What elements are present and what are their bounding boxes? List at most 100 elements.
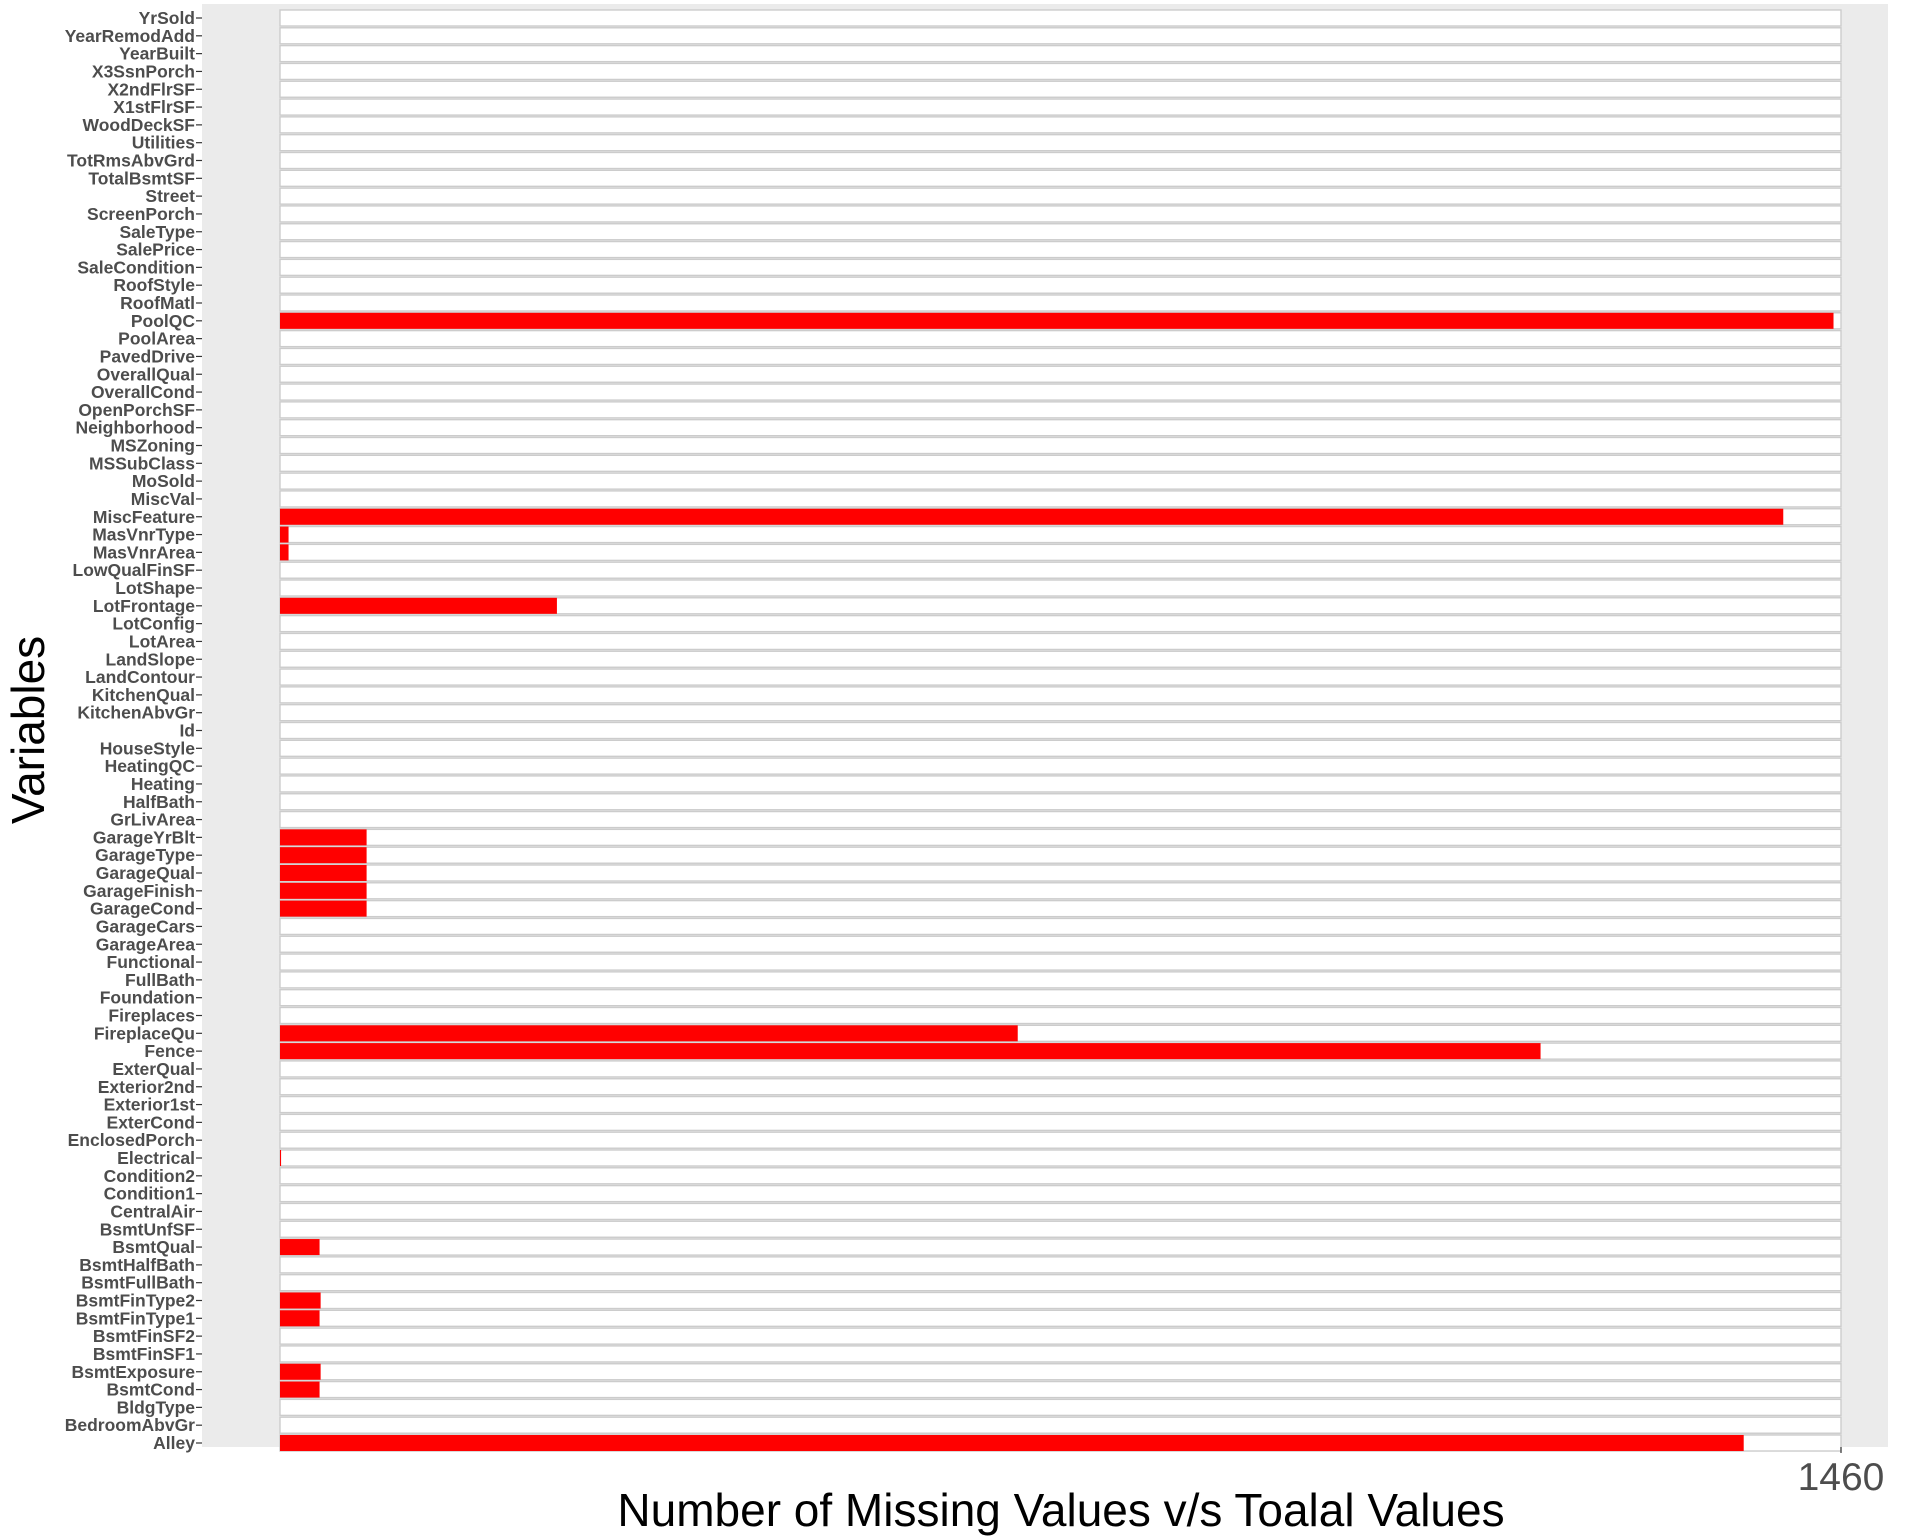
- total-bar-x1stflrsf: [279, 98, 1842, 116]
- y-tick-label-neighborhood: Neighborhood: [75, 418, 195, 438]
- total-bar-fireplaces: [279, 1006, 1842, 1025]
- y-tick-label-x1stflrsf: X1stFlrSF: [113, 97, 195, 117]
- y-tick-label-x2ndflrsf: X2ndFlrSF: [107, 79, 195, 99]
- y-tick-label-bsmtfintype2: BsmtFinType2: [76, 1291, 196, 1311]
- total-bar-bsmtcond: [279, 1380, 1842, 1399]
- y-tick-label-heatingqc: HeatingQC: [105, 756, 196, 776]
- total-bar-kitchenabvgr: [279, 703, 1842, 722]
- total-bar-mszoning: [279, 436, 1842, 455]
- y-tick-label-bsmtfullbath: BsmtFullBath: [81, 1273, 195, 1293]
- total-bar-exterior1st: [279, 1095, 1842, 1114]
- y-tick-label-bsmtqual: BsmtQual: [112, 1237, 195, 1257]
- y-tick-label-poolarea: PoolArea: [118, 329, 195, 349]
- total-bar-functional: [279, 953, 1842, 971]
- total-bar-bsmtfintype2: [279, 1291, 1842, 1310]
- y-tick-label-roofmatl: RoofMatl: [120, 293, 195, 313]
- total-bar-masvnrtype: [279, 525, 1842, 544]
- total-bar-mosold: [279, 472, 1842, 490]
- total-bar-bsmtfintype1: [279, 1309, 1842, 1328]
- total-bar-garagefinish: [279, 882, 1842, 900]
- total-bar-enclosedporch: [279, 1131, 1842, 1149]
- y-tick-label-masvnrarea: MasVnrArea: [93, 542, 195, 562]
- total-bar-salecondition: [279, 258, 1842, 277]
- y-tick-label-lotconfig: LotConfig: [112, 614, 195, 634]
- total-bar-garageyrblt: [279, 828, 1842, 847]
- y-tick-label-bsmthalfbath: BsmtHalfBath: [79, 1255, 195, 1275]
- missing-bar-lotfrontage: [280, 597, 557, 614]
- y-tick-label-overallcond: OverallCond: [91, 382, 195, 402]
- x-axis-title: Number of Missing Values v/s Toalal Valu…: [617, 1484, 1504, 1536]
- y-tick-label-enclosedporch: EnclosedPorch: [68, 1130, 195, 1150]
- missing-bars: [280, 312, 1834, 1452]
- total-bar-lowqualfinsf: [279, 561, 1842, 579]
- y-tick-label-lotfrontage: LotFrontage: [93, 596, 195, 616]
- y-tick-label-bldgtype: BldgType: [117, 1397, 196, 1417]
- missing-bar-garagetype: [280, 847, 367, 864]
- y-tick-label-fireplacequ: FireplaceQu: [94, 1023, 195, 1043]
- y-tick-label-bsmtfinsf1: BsmtFinSF1: [93, 1344, 195, 1364]
- y-tick-label-foundation: Foundation: [100, 988, 195, 1008]
- total-bar-garagequal: [279, 864, 1842, 882]
- total-bar-condition1: [279, 1184, 1842, 1203]
- x-tick-label: 1460: [1798, 1456, 1885, 1499]
- y-tick-label-lowqualfinsf: LowQualFinSF: [73, 560, 196, 580]
- total-bar-overallcond: [279, 383, 1842, 401]
- y-tick-label-poolqc: PoolQC: [131, 311, 196, 331]
- y-tick-label-garagearea: GarageArea: [96, 934, 195, 954]
- total-bar-exterior2nd: [279, 1078, 1842, 1096]
- total-bar-roofstyle: [279, 276, 1842, 294]
- y-tick-label-roofstyle: RoofStyle: [113, 275, 195, 295]
- total-bar-lotconfig: [279, 614, 1842, 633]
- y-tick-label-bsmtfintype1: BsmtFinType1: [76, 1308, 196, 1328]
- y-tick-label-garagecars: GarageCars: [96, 916, 195, 936]
- total-bar-bsmtfinsf1: [279, 1345, 1842, 1363]
- y-tick-label-kitchenqual: KitchenQual: [92, 685, 195, 705]
- total-bar-id: [279, 721, 1842, 740]
- y-tick-label-x3ssnporch: X3SsnPorch: [92, 61, 195, 81]
- total-bar-overallqual: [279, 365, 1842, 383]
- y-tick-label-landslope: LandSlope: [106, 649, 196, 669]
- missing-bar-garagefinish: [280, 882, 367, 899]
- total-bar-masvnrarea: [279, 543, 1842, 562]
- missing-bar-bsmtexposure: [280, 1363, 321, 1380]
- total-bar-bsmtunfsf: [279, 1220, 1842, 1238]
- y-tick-label-bsmtexposure: BsmtExposure: [71, 1362, 195, 1382]
- y-tick-label-electrical: Electrical: [117, 1148, 195, 1168]
- y-tick-label-mosold: MoSold: [132, 471, 195, 491]
- missing-bar-bsmtfintype1: [280, 1310, 320, 1327]
- missing-bar-poolqc: [280, 312, 1834, 329]
- total-bar-electrical: [279, 1149, 1842, 1167]
- total-bar-garagecars: [279, 917, 1842, 936]
- total-bar-garagetype: [279, 846, 1842, 864]
- y-tick-label-saletype: SaleType: [119, 222, 195, 242]
- missing-bar-masvnrtype: [280, 526, 289, 543]
- y-tick-label-openporchsf: OpenPorchSF: [78, 400, 195, 420]
- y-tick-label-bsmtcond: BsmtCond: [107, 1380, 195, 1400]
- total-bar-wooddecksf: [279, 116, 1842, 134]
- total-bar-garagearea: [279, 935, 1842, 953]
- total-bar-foundation: [279, 988, 1842, 1007]
- y-tick-label-alley: Alley: [153, 1433, 195, 1453]
- y-tick-label-condition1: Condition1: [104, 1184, 196, 1204]
- y-tick-label-garagetype: GarageType: [95, 845, 195, 865]
- total-bar-landslope: [279, 650, 1842, 668]
- total-bar-x3ssnporch: [279, 62, 1842, 81]
- missing-bar-garagecond: [280, 900, 367, 917]
- y-tick-label-miscfeature: MiscFeature: [93, 507, 195, 527]
- total-bar-roofmatl: [279, 294, 1842, 312]
- missing-bar-bsmtfintype2: [280, 1292, 321, 1309]
- total-bar-miscval: [279, 490, 1842, 508]
- y-tick-label-fence: Fence: [144, 1041, 195, 1061]
- total-bar-centralair: [279, 1202, 1842, 1221]
- y-tick-label-functional: Functional: [107, 952, 195, 972]
- total-bar-saleprice: [279, 240, 1842, 259]
- missing-bar-miscfeature: [280, 508, 1784, 525]
- total-bar-mssubclass: [279, 454, 1842, 473]
- y-tick-label-halfbath: HalfBath: [123, 792, 195, 812]
- y-tick-label-yearremodadd: YearRemodAdd: [65, 26, 195, 46]
- y-tick-label-exterior2nd: Exterior2nd: [98, 1077, 195, 1097]
- total-bar-bsmtfinsf2: [279, 1327, 1842, 1345]
- y-tick-label-bsmtfinsf2: BsmtFinSF2: [93, 1326, 195, 1346]
- y-tick-label-mssubclass: MSSubClass: [89, 453, 195, 473]
